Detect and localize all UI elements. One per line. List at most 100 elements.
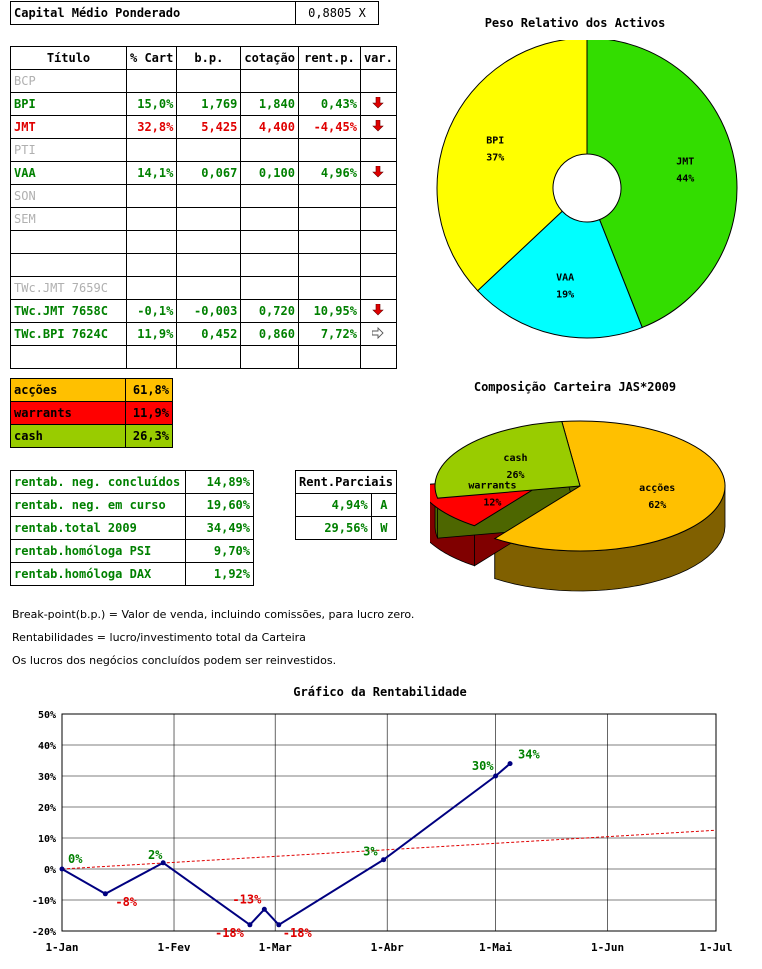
composition-label: acções bbox=[10, 378, 126, 402]
table-row: BCP bbox=[10, 69, 397, 93]
cell-cart bbox=[125, 345, 178, 369]
cell-var bbox=[359, 69, 397, 93]
cell-bp: -0,003 bbox=[176, 299, 242, 323]
cell-titulo bbox=[10, 345, 127, 369]
rentab-row: rentab.total 2009 34,49% bbox=[10, 516, 254, 540]
rentab-row: rentab.homóloga PSI 9,70% bbox=[10, 539, 254, 563]
cell-cotacao bbox=[240, 69, 299, 93]
pie-label: acções bbox=[639, 483, 675, 494]
rentab-label: rentab.homóloga DAX bbox=[10, 562, 186, 586]
chart-composicao-title: Composição Carteira JAS*2009 bbox=[473, 380, 677, 394]
cell-cart: 11,9% bbox=[125, 322, 178, 346]
rentab-value: 14,89% bbox=[185, 470, 254, 494]
chart-composicao: acções 62% warrants 12% cash 26% bbox=[430, 420, 726, 592]
cell-titulo: TWc.JMT 7659C bbox=[10, 276, 127, 300]
capital-label: Capital Médio Ponderado bbox=[10, 1, 296, 25]
cell-var bbox=[359, 207, 397, 231]
pie-label: JMT bbox=[676, 156, 694, 167]
cell-cart: 14,1% bbox=[125, 161, 178, 185]
rentab-row: rentab.homóloga DAX 1,92% bbox=[10, 562, 254, 586]
col-titulo: Título bbox=[10, 46, 127, 70]
cell-bp bbox=[176, 138, 242, 162]
cell-rent: -4,45% bbox=[297, 115, 361, 139]
cell-bp bbox=[176, 276, 242, 300]
rentab-label: rentab.total 2009 bbox=[10, 516, 186, 540]
parciais-table: Rent.Parciais 4,94% A 29,56% W bbox=[295, 470, 397, 540]
composition-label: cash bbox=[10, 424, 126, 448]
cell-bp: 0,452 bbox=[176, 322, 242, 346]
cell-titulo bbox=[10, 253, 127, 277]
chart-rentabilidade-title: Gráfico da Rentabilidade bbox=[293, 685, 467, 699]
cell-cotacao bbox=[240, 138, 299, 162]
trend-line bbox=[61, 829, 717, 870]
pie-label: warrants bbox=[468, 480, 516, 491]
table-row: VAA 14,1% 0,067 0,100 4,96% bbox=[10, 161, 397, 185]
cell-rent bbox=[297, 184, 361, 208]
cell-cart: 15,0% bbox=[125, 92, 178, 116]
data-point bbox=[261, 906, 267, 912]
cell-rent bbox=[297, 253, 361, 277]
rentab-table: rentab. neg. concluídos 14,89% rentab. neg… bbox=[10, 470, 254, 586]
arrow-down-icon bbox=[359, 161, 397, 185]
pie-label: BPI bbox=[486, 135, 504, 146]
data-point bbox=[59, 866, 65, 872]
table-row bbox=[10, 230, 397, 254]
cell-cotacao bbox=[240, 253, 299, 277]
assets-table-header: Título % Cart b.p. cotação rent.p. var. bbox=[10, 46, 397, 70]
data-point bbox=[276, 922, 282, 928]
data-label: -18% bbox=[215, 926, 245, 940]
cell-titulo: TWc.JMT 7658C bbox=[10, 299, 127, 323]
cell-cotacao: 0,720 bbox=[240, 299, 299, 323]
cell-titulo: BPI bbox=[10, 92, 127, 116]
data-label: 34% bbox=[518, 748, 540, 762]
chart-rentabilidade: -20% -10% 0% 10% 20% 30% 40% 50% 1-Jan 1-Fev 1-Mar… bbox=[32, 710, 733, 954]
pie-label: VAA bbox=[556, 273, 574, 284]
cell-rent bbox=[297, 345, 361, 369]
cell-bp: 1,769 bbox=[176, 92, 242, 116]
cell-titulo bbox=[10, 230, 127, 254]
cell-cotacao bbox=[240, 230, 299, 254]
composition-value: 26,3% bbox=[125, 424, 173, 448]
composition-table: acções 61,8% warrants 11,9% cash 26,3% bbox=[10, 378, 173, 448]
pie-value-label: 19% bbox=[556, 290, 574, 301]
x-tick-label: 1-Mai bbox=[479, 941, 512, 954]
rentab-value: 34,49% bbox=[185, 516, 254, 540]
data-label: 30% bbox=[472, 759, 494, 773]
cell-rent: 10,95% bbox=[297, 299, 361, 323]
cell-rent: 4,96% bbox=[297, 161, 361, 185]
x-tick-label: 1-Fev bbox=[157, 941, 190, 954]
y-tick-label: 40% bbox=[38, 741, 56, 752]
cell-cotacao bbox=[240, 207, 299, 231]
cell-var bbox=[359, 253, 397, 277]
cell-cotacao bbox=[240, 276, 299, 300]
assets-table: Título % Cart b.p. cotação rent.p. var. … bbox=[10, 46, 397, 369]
cell-bp bbox=[176, 207, 242, 231]
cell-bp bbox=[176, 345, 242, 369]
pie-slice-bpi bbox=[436, 40, 588, 292]
cell-var bbox=[359, 230, 397, 254]
arrow-down-icon bbox=[359, 299, 397, 323]
parciais-value: 4,94% bbox=[295, 493, 372, 517]
composition-label: warrants bbox=[10, 401, 126, 425]
data-point bbox=[102, 891, 108, 897]
rentab-row: rentab. neg. concluídos 14,89% bbox=[10, 470, 254, 494]
pie-slice-jmt bbox=[586, 40, 738, 329]
cell-var bbox=[359, 138, 397, 162]
cell-titulo: JMT bbox=[10, 115, 127, 139]
table-row: PTI bbox=[10, 138, 397, 162]
y-tick-label: 10% bbox=[38, 834, 56, 845]
data-label: -13% bbox=[232, 892, 262, 906]
cell-cart bbox=[125, 138, 178, 162]
pie-label: cash bbox=[503, 453, 527, 464]
cell-cart bbox=[125, 207, 178, 231]
arrow-down-icon bbox=[359, 92, 397, 116]
data-label: 3% bbox=[363, 845, 378, 859]
rentab-label: rentab. neg. em curso bbox=[10, 493, 186, 517]
cell-cotacao bbox=[240, 184, 299, 208]
cell-cart bbox=[125, 69, 178, 93]
cell-bp: 5,425 bbox=[176, 115, 242, 139]
pie-slice-vaa bbox=[476, 210, 643, 339]
cell-cotacao bbox=[240, 345, 299, 369]
table-row bbox=[10, 253, 397, 277]
cell-bp bbox=[176, 230, 242, 254]
